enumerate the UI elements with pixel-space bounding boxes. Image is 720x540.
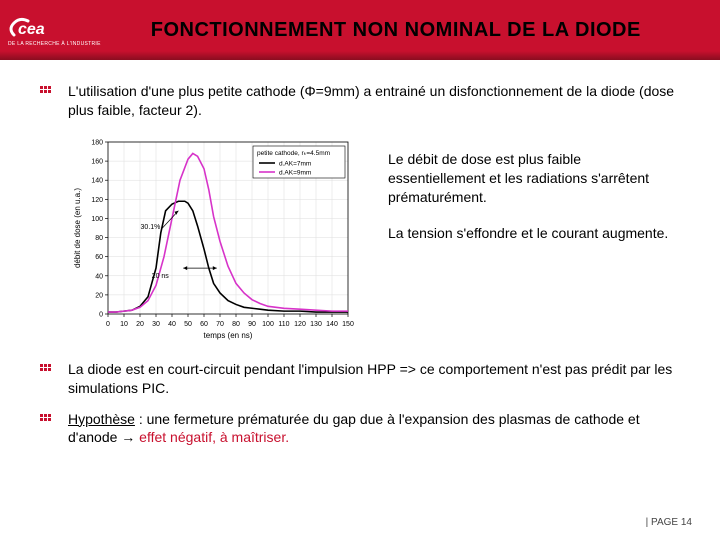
- page-title: FONCTIONNEMENT NON NOMINAL DE LA DIODE: [151, 19, 641, 42]
- svg-text:10: 10: [120, 321, 128, 328]
- svg-text:100: 100: [91, 216, 103, 223]
- side-paragraph-2: La tension s'effondre et le courant augm…: [388, 224, 680, 243]
- svg-text:120: 120: [294, 321, 306, 328]
- svg-text:150: 150: [342, 321, 354, 328]
- bullet-icon: [40, 414, 54, 424]
- chart-row: 0 10 20 30 40 50 60 70 80 90 100 110 120 130 140 150 0 20…: [68, 132, 680, 342]
- svg-text:120: 120: [91, 197, 103, 204]
- svg-text:140: 140: [326, 321, 338, 328]
- page-number: | PAGE 14: [646, 517, 692, 528]
- dose-rate-chart: 0 10 20 30 40 50 60 70 80 90 100 110 120 130 140 150 0 20…: [68, 132, 358, 342]
- svg-text:140: 140: [91, 178, 103, 185]
- bullet-3-text: Hypothèse : une fermeture prématurée du …: [68, 410, 680, 448]
- svg-text:30.1%: 30.1%: [141, 224, 161, 231]
- bullet-1: L'utilisation d'une plus petite cathode …: [40, 82, 680, 120]
- svg-text:d.AK=9mm: d.AK=9mm: [279, 169, 311, 176]
- svg-text:40: 40: [95, 273, 103, 280]
- svg-text:80: 80: [232, 321, 240, 328]
- svg-text:130: 130: [310, 321, 322, 328]
- svg-text:50: 50: [184, 321, 192, 328]
- content-area: L'utilisation d'une plus petite cathode …: [0, 60, 720, 447]
- svg-text:0: 0: [99, 311, 103, 318]
- logo: cea DE LA RECHERCHE À L'INDUSTRIE: [8, 14, 101, 47]
- header-bar: cea DE LA RECHERCHE À L'INDUSTRIE FONCTI…: [0, 0, 720, 60]
- svg-text:temps (en ns): temps (en ns): [204, 331, 253, 340]
- svg-text:90: 90: [248, 321, 256, 328]
- svg-text:70: 70: [216, 321, 224, 328]
- svg-text:100: 100: [262, 321, 274, 328]
- svg-text:20 ns: 20 ns: [152, 273, 170, 280]
- svg-text:60: 60: [95, 254, 103, 261]
- bullet-icon: [40, 364, 54, 374]
- svg-text:180: 180: [91, 139, 103, 146]
- bullet-1-text: L'utilisation d'une plus petite cathode …: [68, 82, 680, 120]
- hypothesis-label: Hypothèse: [68, 411, 135, 427]
- svg-text:cea: cea: [18, 21, 45, 38]
- svg-text:30: 30: [152, 321, 160, 328]
- tagline: DE LA RECHERCHE À L'INDUSTRIE: [8, 41, 101, 47]
- chart-side-text: Le débit de dose est plus faible essenti…: [358, 132, 680, 262]
- bullet-3: Hypothèse : une fermeture prématurée du …: [40, 410, 680, 448]
- svg-text:0: 0: [106, 321, 110, 328]
- svg-text:débit de dose (en u.a.): débit de dose (en u.a.): [73, 187, 82, 267]
- bullet-2: La diode est en court-circuit pendant l'…: [40, 360, 680, 398]
- bullet-2-text: La diode est en court-circuit pendant l'…: [68, 360, 680, 398]
- svg-text:40: 40: [168, 321, 176, 328]
- svg-text:160: 160: [91, 158, 103, 165]
- bullet-icon: [40, 86, 54, 96]
- negative-effect: effet négatif, à maîtriser.: [139, 429, 289, 445]
- svg-text:80: 80: [95, 235, 103, 242]
- side-paragraph-1: Le débit de dose est plus faible essenti…: [388, 150, 680, 207]
- svg-text:60: 60: [200, 321, 208, 328]
- svg-text:20: 20: [136, 321, 144, 328]
- svg-text:petite cathode, rₖ=4.5mm: petite cathode, rₖ=4.5mm: [257, 150, 330, 157]
- svg-text:110: 110: [278, 321, 289, 328]
- svg-text:d.AK=7mm: d.AK=7mm: [279, 160, 311, 167]
- svg-text:20: 20: [95, 292, 103, 299]
